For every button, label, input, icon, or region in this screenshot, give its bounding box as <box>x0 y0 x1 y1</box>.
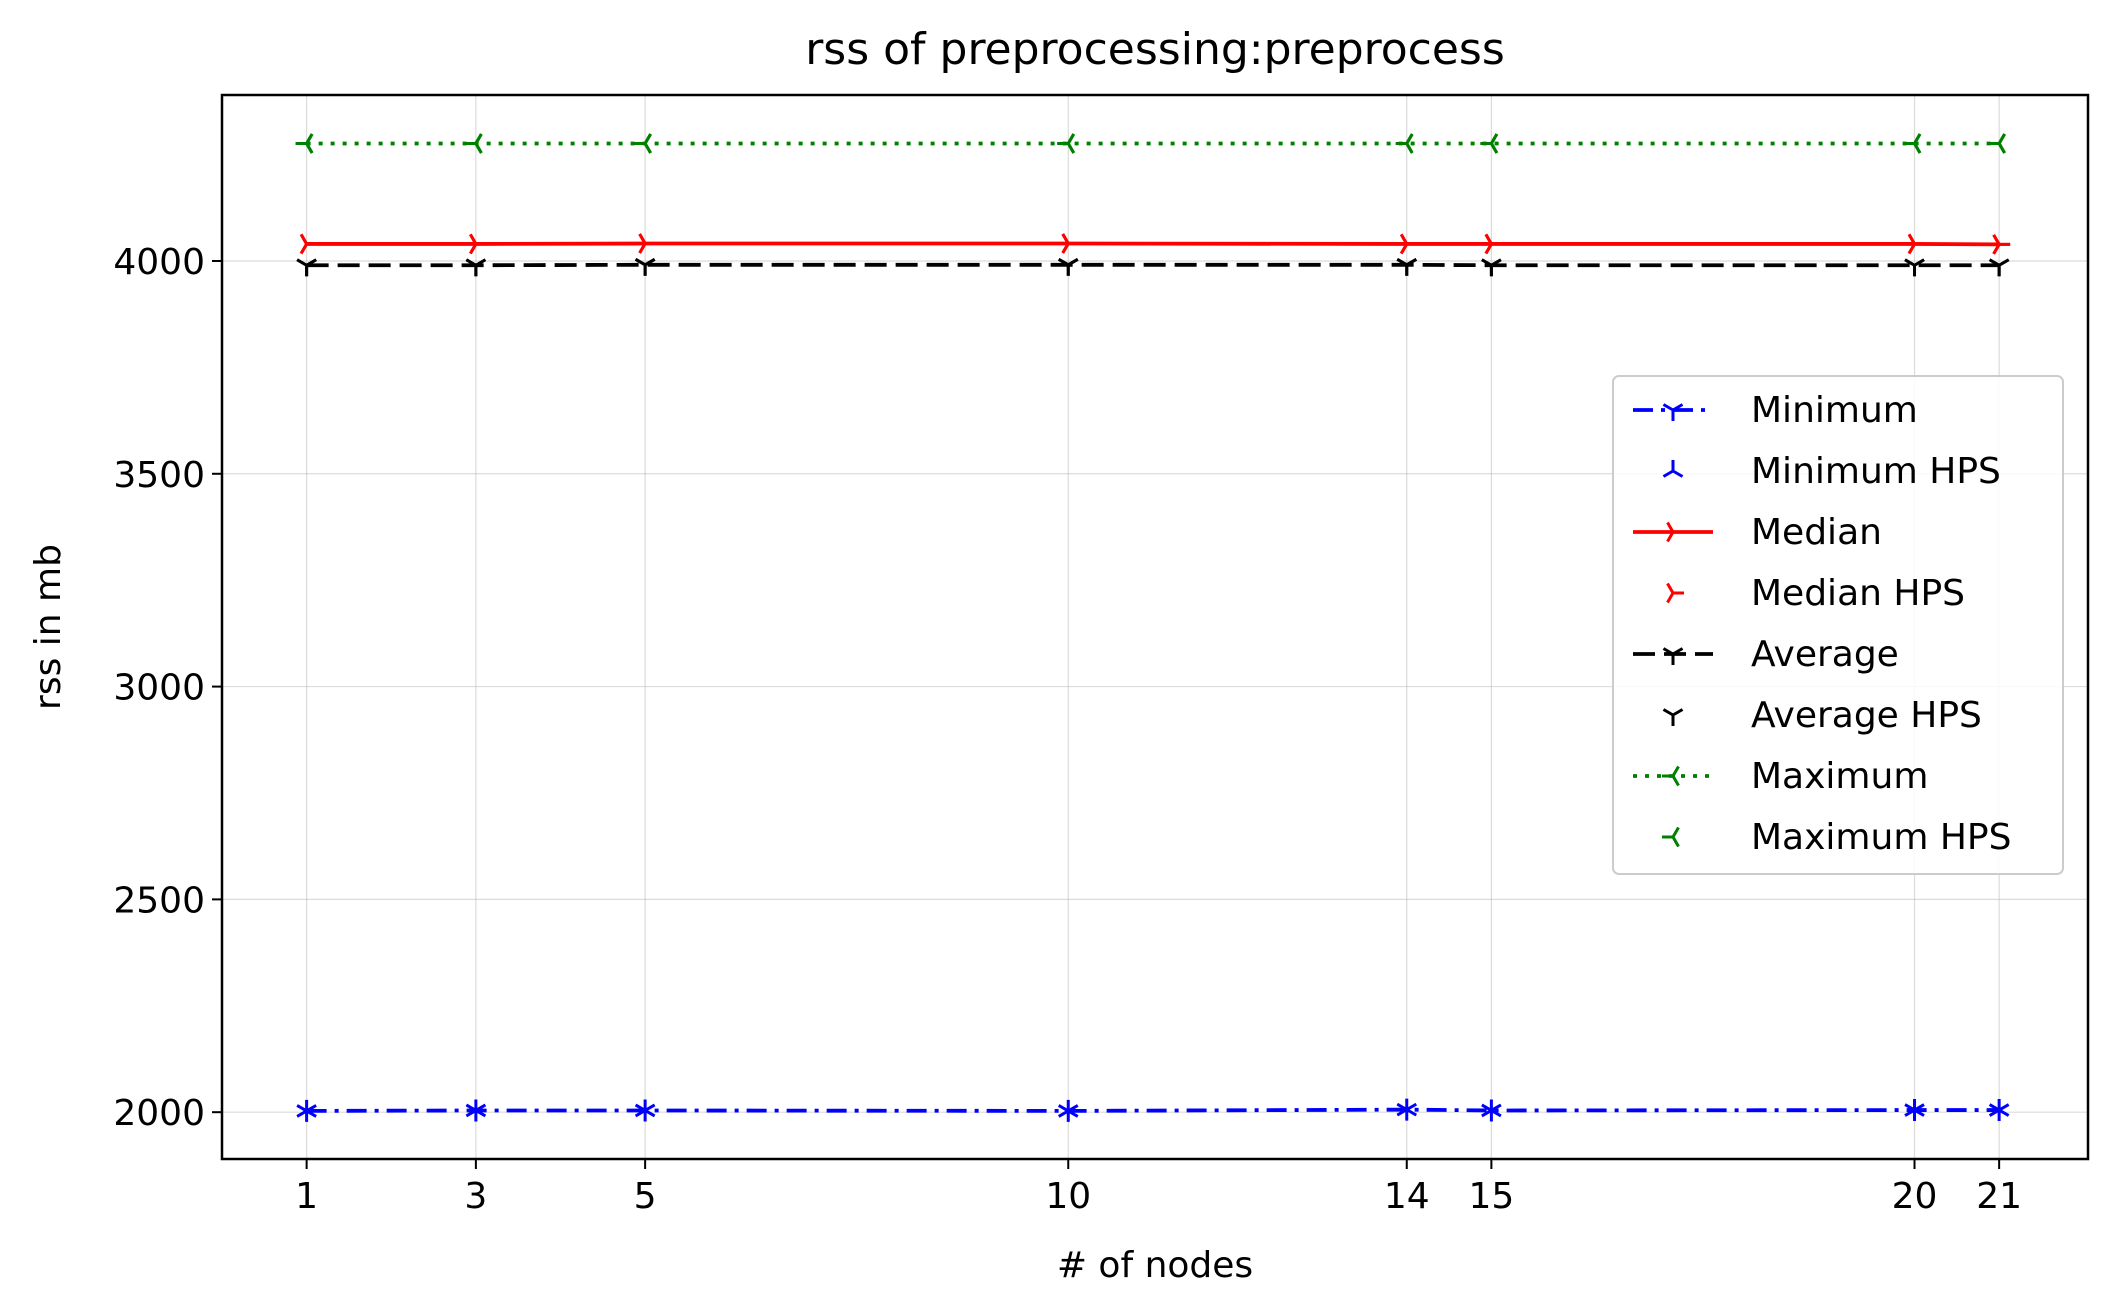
chart-title: rss of preprocessing:preprocess <box>805 24 1505 75</box>
data-point <box>634 1099 656 1118</box>
data-point <box>299 233 318 255</box>
data-point <box>296 1104 317 1122</box>
data-point <box>1057 133 1076 154</box>
y-tick-label: 2500 <box>113 880 205 921</box>
data-point <box>464 133 483 154</box>
data-point <box>634 1103 656 1122</box>
x-tick-label: 15 <box>1468 1176 1514 1217</box>
data-point <box>1988 1099 2010 1117</box>
data-point <box>1903 133 1922 154</box>
data-point <box>296 258 317 277</box>
legend: Minimum Minimum HPS Median Median HPS Averag… <box>1612 375 2064 875</box>
data-point <box>1904 1103 1925 1122</box>
x-tick-label: 1 <box>295 1176 318 1217</box>
legend-marker <box>1666 521 1684 543</box>
legend-marker <box>1662 765 1680 787</box>
data-point <box>1396 1102 1418 1121</box>
plot-frame <box>220 93 2090 1161</box>
y-tick-label: 3500 <box>113 455 205 496</box>
data-point <box>1988 258 2010 277</box>
legend-marker <box>1662 708 1684 726</box>
data-point <box>1904 258 1925 277</box>
data-point <box>296 1099 317 1118</box>
data-point <box>1988 1103 2010 1122</box>
data-point <box>465 1103 487 1122</box>
legend-label: Median HPS <box>1751 573 1965 614</box>
data-point <box>1396 1098 1418 1117</box>
legend-marker <box>1662 647 1684 665</box>
legend-label: Average <box>1751 634 1899 675</box>
data-point <box>1057 1099 1079 1118</box>
legend-label: Maximum HPS <box>1751 817 2011 858</box>
series-line-minimum <box>306 1107 2000 1113</box>
y-tick-label: 3000 <box>113 668 205 709</box>
legend-label: Minimum HPS <box>1751 451 2001 492</box>
data-point <box>1907 233 1926 255</box>
y-axis-label: rss in mb <box>28 544 69 710</box>
x-tick-label: 21 <box>1976 1176 2022 1217</box>
data-point <box>1481 258 1502 277</box>
data-point <box>634 258 656 276</box>
x-tick-label: 20 <box>1892 1176 1938 1217</box>
data-point <box>465 258 487 277</box>
series-line-median <box>306 241 2000 247</box>
data-point <box>1399 233 1418 255</box>
legend-marker <box>1662 460 1684 478</box>
data-point <box>638 233 657 254</box>
data-point <box>1061 233 1080 254</box>
y-tick-label: 4000 <box>113 242 205 283</box>
x-tick-label: 14 <box>1384 1176 1430 1217</box>
legend-label: Median <box>1751 512 1882 553</box>
legend-box <box>1612 375 2064 875</box>
data-point <box>465 1099 487 1118</box>
y-tick-label: 2000 <box>113 1093 205 1134</box>
data-point <box>1481 1099 1502 1118</box>
data-point <box>1481 1103 1502 1122</box>
x-tick-label: 5 <box>634 1176 657 1217</box>
legend-label: Average HPS <box>1751 695 1982 736</box>
data-point <box>469 233 487 255</box>
data-point <box>1396 258 1418 276</box>
legend-label: Maximum <box>1751 756 1928 797</box>
axes: 1 3 5 10 14 15 20 21 2000 2500 3000 3500 4000 <box>113 242 2022 1217</box>
legend-label: Minimum <box>1751 390 1918 431</box>
legend-marker <box>1662 826 1680 848</box>
x-tick-label: 3 <box>464 1176 487 1217</box>
data-point <box>1480 133 1499 154</box>
data-point <box>1057 258 1079 276</box>
x-axis-label: # of nodes <box>1057 1245 1253 1286</box>
legend-marker <box>1666 582 1684 604</box>
data-point <box>1988 133 2006 154</box>
x-tick-label: 10 <box>1045 1176 1091 1217</box>
series-layer <box>295 133 2011 1122</box>
legend-marker <box>1662 403 1684 421</box>
data-point <box>1395 133 1414 154</box>
data-point <box>1057 1104 1079 1122</box>
data-point <box>295 133 314 154</box>
data-point <box>1992 234 2011 255</box>
data-point <box>1484 233 1503 255</box>
data-point <box>1904 1099 1925 1117</box>
data-point <box>634 133 652 154</box>
